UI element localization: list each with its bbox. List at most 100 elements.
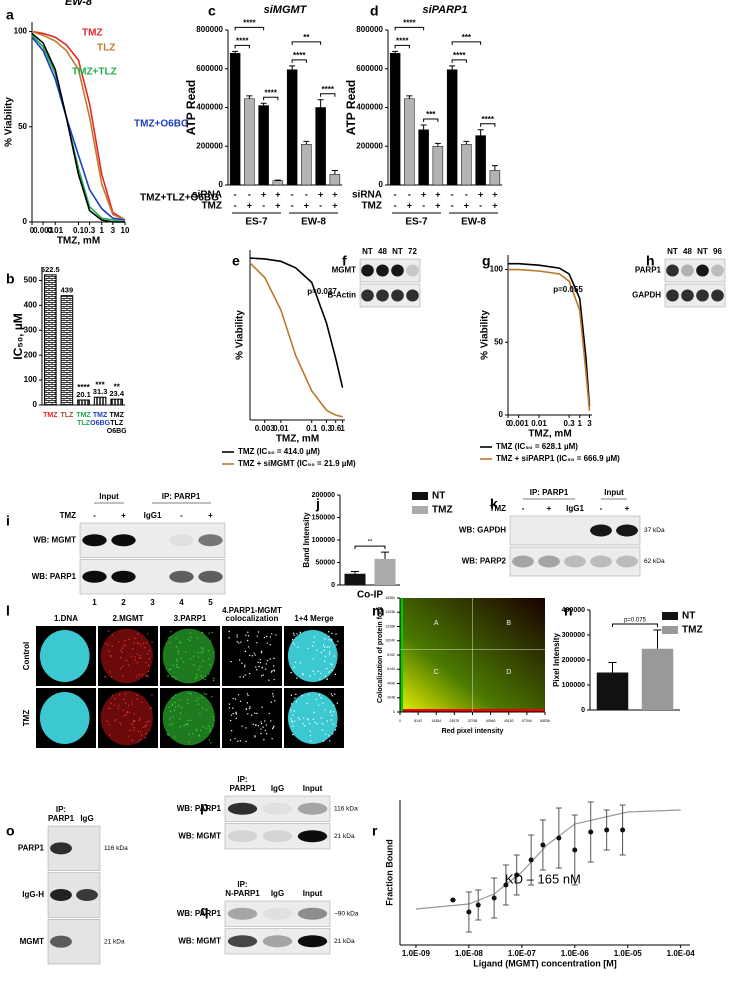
y-tick-label: 300 (24, 325, 38, 334)
table-cell: - (305, 189, 308, 199)
bar (489, 170, 501, 186)
panel-letter: e (232, 253, 240, 269)
x-tick-label: 1.0E-06 (561, 949, 590, 958)
bracket (234, 44, 250, 49)
band (227, 935, 258, 948)
band (198, 534, 223, 547)
y-tick-label: 100 (490, 265, 504, 274)
annotation: p=0.055 (553, 285, 583, 294)
table-cell: - (451, 200, 454, 210)
table-cell: - (234, 200, 237, 210)
y-tick-label: 200 (24, 350, 38, 359)
bar (374, 558, 396, 585)
error-bar (463, 140, 470, 145)
band (361, 264, 374, 277)
legend-swatch (662, 612, 678, 620)
legend-swatch (412, 492, 428, 500)
series-label: TMZ (82, 28, 103, 39)
row-label: WB: MGMT (178, 831, 221, 840)
y-tick-label: 600000 (356, 64, 383, 73)
y-tick-label: 200000 (562, 657, 585, 664)
band (262, 830, 293, 843)
y-tick-label: 4096 (387, 681, 395, 685)
cell-glow (162, 628, 215, 684)
row-label: WB: PARP1 (177, 804, 222, 813)
table-cell: + (492, 189, 497, 199)
lane-label: N-PARP1 (225, 889, 260, 898)
quadrant-label: A (434, 620, 439, 627)
blot-strip (509, 546, 641, 577)
row-label: TMZ (361, 201, 382, 212)
y-tick-label: 100 (14, 27, 28, 36)
y-tick-label: 50 (494, 337, 503, 346)
legend-swatch (412, 506, 428, 514)
value-label: 23.4 (109, 389, 124, 398)
y-tick-label: 400000 (356, 103, 383, 112)
lane-label: PARP1 (229, 784, 256, 793)
row-label: WB: PARP2 (462, 557, 507, 566)
y-axis-label: IC₅₀, µM (11, 313, 25, 360)
lane-number: 2 (121, 598, 126, 607)
bracket (291, 41, 322, 45)
bar (315, 107, 326, 186)
y-tick-label: 16384 (385, 596, 395, 600)
bar (43, 274, 57, 406)
band (391, 289, 404, 302)
significance: ** (368, 540, 373, 546)
row-label: Control (22, 642, 31, 670)
column-label: 2.MGMT (112, 614, 143, 623)
column-label: 1+4 Merge (294, 614, 334, 623)
blot-strip (664, 258, 726, 283)
curve (31, 32, 125, 223)
x-tick-label: 1 (340, 424, 345, 433)
error-bar (303, 140, 310, 145)
band (297, 830, 328, 843)
band (76, 889, 98, 901)
value-label: 20.1 (76, 390, 91, 399)
x-tick-label: 0.001 (509, 419, 530, 428)
band (169, 570, 194, 583)
x-tick-label: 24576 (450, 719, 460, 723)
cell-glow (162, 690, 215, 746)
bar (301, 144, 312, 186)
x-tick-label: 1.0E-07 (508, 949, 537, 958)
y-tick-label: 6144 (387, 667, 395, 671)
header: Input (604, 488, 624, 497)
image-tile (222, 688, 282, 748)
significance: **** (403, 18, 416, 27)
significance: **** (293, 51, 306, 60)
legend-label: NT (432, 491, 445, 502)
lane-number: 4 (179, 598, 184, 607)
bar (418, 129, 429, 186)
bar (344, 573, 366, 585)
data-point (450, 897, 456, 903)
y-axis-label: % Viability (3, 97, 14, 147)
panel-letter: r (372, 823, 378, 839)
x-tick-label: 16384 (431, 719, 441, 723)
marker-label: 62 kDa (644, 558, 665, 565)
annotation: KD – 165 nM (505, 871, 581, 886)
panel-letter: d (370, 3, 379, 19)
row-label: WB: MGMT (33, 535, 76, 544)
y-tick-label: 0 (379, 180, 384, 189)
x-tick-label: 0.01 (273, 424, 289, 433)
legend-swatch (662, 626, 678, 634)
bar (389, 53, 401, 186)
table-cell: + (318, 189, 323, 199)
foci (228, 630, 277, 681)
x-tick-label: 0 (506, 419, 511, 428)
row-label: MGMT (20, 937, 45, 946)
lane-label: NT (362, 247, 373, 256)
panel-letter: m (372, 603, 384, 619)
lane-label: IgG1 (566, 504, 584, 513)
x-tick-label: 0.6 (330, 424, 342, 433)
error-bar (289, 65, 296, 70)
data-point (556, 835, 562, 841)
y-tick-label: 0 (331, 582, 335, 589)
table-cell: - (479, 200, 482, 210)
bar (272, 180, 284, 186)
x-tick-label: 0.003 (255, 424, 276, 433)
legend-label: TMZ + siMGMT (IC₅₀ = 21.9 µM) (238, 459, 356, 468)
panel-letter: b (6, 271, 15, 287)
bracket (394, 44, 410, 49)
